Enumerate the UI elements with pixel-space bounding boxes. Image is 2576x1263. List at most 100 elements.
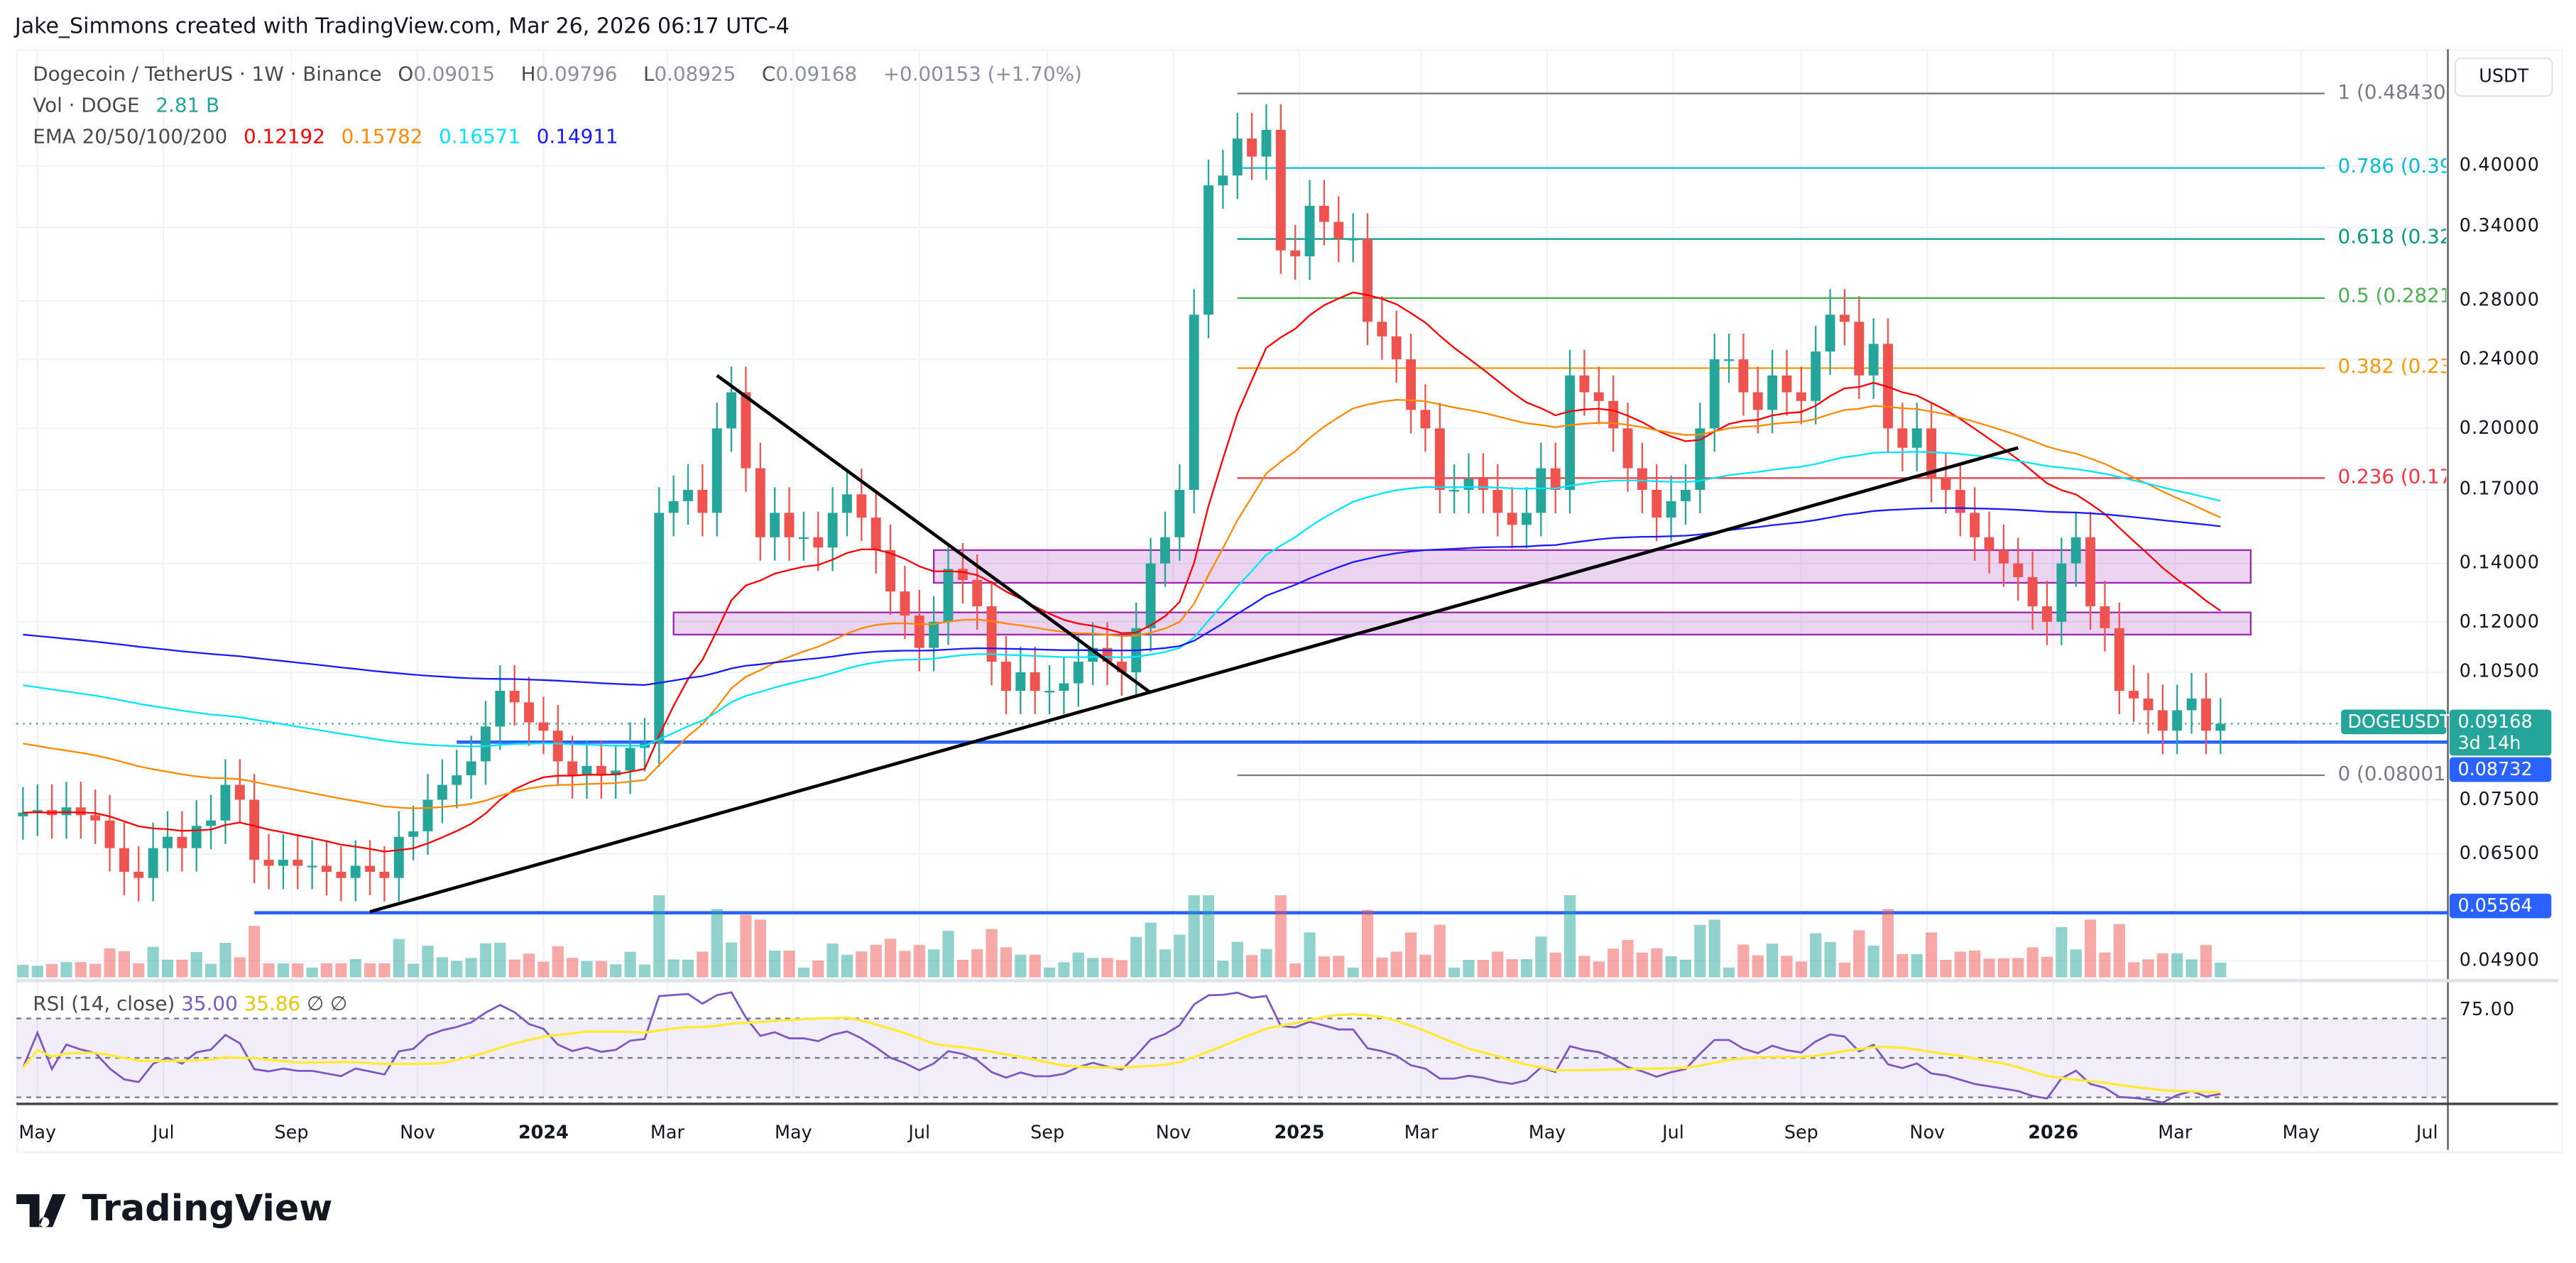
candle-body	[2143, 698, 2154, 711]
price-tick: 0.40000	[2459, 154, 2540, 176]
volume-bar	[1969, 950, 1981, 978]
ema-label[interactable]: EMA 20/50/100/200	[33, 124, 228, 148]
candle-body	[1174, 490, 1185, 537]
candle-body	[813, 537, 824, 548]
candle-body	[1290, 250, 1301, 257]
candle-body	[1420, 410, 1431, 429]
rsi-ma-value: 35.86	[244, 992, 301, 1015]
volume-bar	[1304, 932, 1316, 978]
candle-body	[582, 765, 592, 776]
volume-bar	[1448, 967, 1461, 978]
volume-bar	[422, 945, 434, 978]
volume-bar	[523, 953, 535, 978]
candle-body	[1015, 672, 1026, 691]
volume-bar	[2215, 962, 2227, 978]
volume-bar	[1404, 932, 1417, 978]
volume-bar	[75, 962, 87, 978]
volume-bar	[1795, 961, 1807, 978]
tradingview-logo[interactable]: TradingView	[16, 1189, 332, 1230]
price-tick: 0.20000	[2459, 417, 2540, 439]
price-tick: 0.14000	[2459, 552, 2540, 574]
volume-bar	[219, 943, 231, 978]
rsi-label[interactable]: RSI (14, close)	[33, 992, 175, 1015]
price-tick: 0.12000	[2459, 610, 2540, 632]
volume-bar	[2142, 959, 2154, 978]
volume-bar	[1115, 960, 1128, 978]
price-tick: 0.24000	[2459, 347, 2540, 369]
candle-body	[1204, 185, 1213, 315]
candle-body	[1333, 222, 1344, 239]
candle-body	[437, 784, 447, 800]
price-tick: 0.34000	[2459, 216, 2540, 238]
candle-body	[90, 815, 101, 821]
volume-bar	[1838, 962, 1851, 978]
level-tag-1: 0.08732	[2449, 757, 2552, 782]
candle-body	[1593, 392, 1604, 401]
volume-bar	[1390, 951, 1402, 978]
rsi-na-1: ∅	[306, 992, 324, 1015]
rsi-ma-line	[22, 1013, 2221, 1093]
volume-bar	[306, 967, 318, 978]
volume-bar	[667, 959, 680, 978]
candle-body	[1666, 501, 1676, 518]
candle-body	[1160, 537, 1170, 564]
volume-bar	[653, 895, 665, 978]
volume-bar	[2041, 956, 2053, 978]
volume-bar	[971, 949, 983, 978]
volume-bar	[1983, 958, 1995, 978]
volume-bar	[1463, 960, 1475, 978]
volume-bar	[740, 914, 752, 978]
candle-body	[871, 518, 881, 550]
volume-bar	[494, 942, 506, 978]
volume-bar	[2200, 945, 2212, 978]
candle-body	[1767, 375, 1778, 410]
candle-body	[220, 784, 231, 821]
chart-area[interactable]	[16, 49, 2563, 1154]
volume-bar	[436, 957, 448, 978]
time-tick: Nov	[400, 1122, 435, 1144]
close-label: C	[761, 62, 776, 86]
volume-bar	[161, 959, 174, 978]
volume-bar	[1130, 936, 1142, 978]
candle-body	[408, 831, 419, 837]
candle-body	[1752, 392, 1763, 410]
volume-bar	[769, 950, 781, 978]
volume-bar	[479, 943, 492, 978]
volume-value: 2.81 B	[155, 93, 220, 117]
volume-bar	[1593, 961, 1605, 978]
candle-body	[1984, 537, 1994, 550]
currency-button[interactable]: USDT	[2454, 57, 2553, 97]
volume-label[interactable]: Vol · DOGE	[33, 93, 140, 117]
candle-body	[1059, 683, 1069, 691]
candle-body	[1189, 315, 1199, 491]
volume-bar	[1202, 895, 1215, 978]
fib-label: 0 (0.08001)	[2337, 762, 2447, 785]
ema-200-line	[23, 507, 2221, 687]
candle-body	[2215, 723, 2226, 731]
volume-bar	[682, 959, 694, 978]
symbol-name[interactable]: Dogecoin / TetherUS · 1W · Binance	[33, 62, 382, 86]
volume-bar	[537, 961, 550, 978]
ema-50-line	[23, 399, 2221, 809]
ema200-value: 0.14911	[536, 124, 618, 148]
volume-bar	[1824, 941, 1836, 978]
fib-label: 0.618 (0.32	[2337, 226, 2447, 249]
volume-bar	[1608, 948, 1620, 978]
symbol-tag: DOGEUSDT	[2341, 709, 2451, 735]
candle-body	[2056, 563, 2067, 622]
candle-body	[234, 784, 245, 800]
candle-body	[191, 826, 202, 848]
volume-bar	[1882, 909, 1894, 978]
candle-body	[2186, 698, 2197, 711]
time-tick: Jul	[1662, 1122, 1684, 1144]
candle-body	[1247, 138, 1257, 157]
volume-bar	[2185, 959, 2198, 978]
time-tick: Sep	[1030, 1122, 1065, 1144]
candle-body	[322, 865, 332, 872]
candle-body	[798, 537, 809, 540]
volume-bar	[986, 929, 998, 978]
volume-bar	[2099, 952, 2111, 978]
candle-body	[1652, 490, 1662, 518]
